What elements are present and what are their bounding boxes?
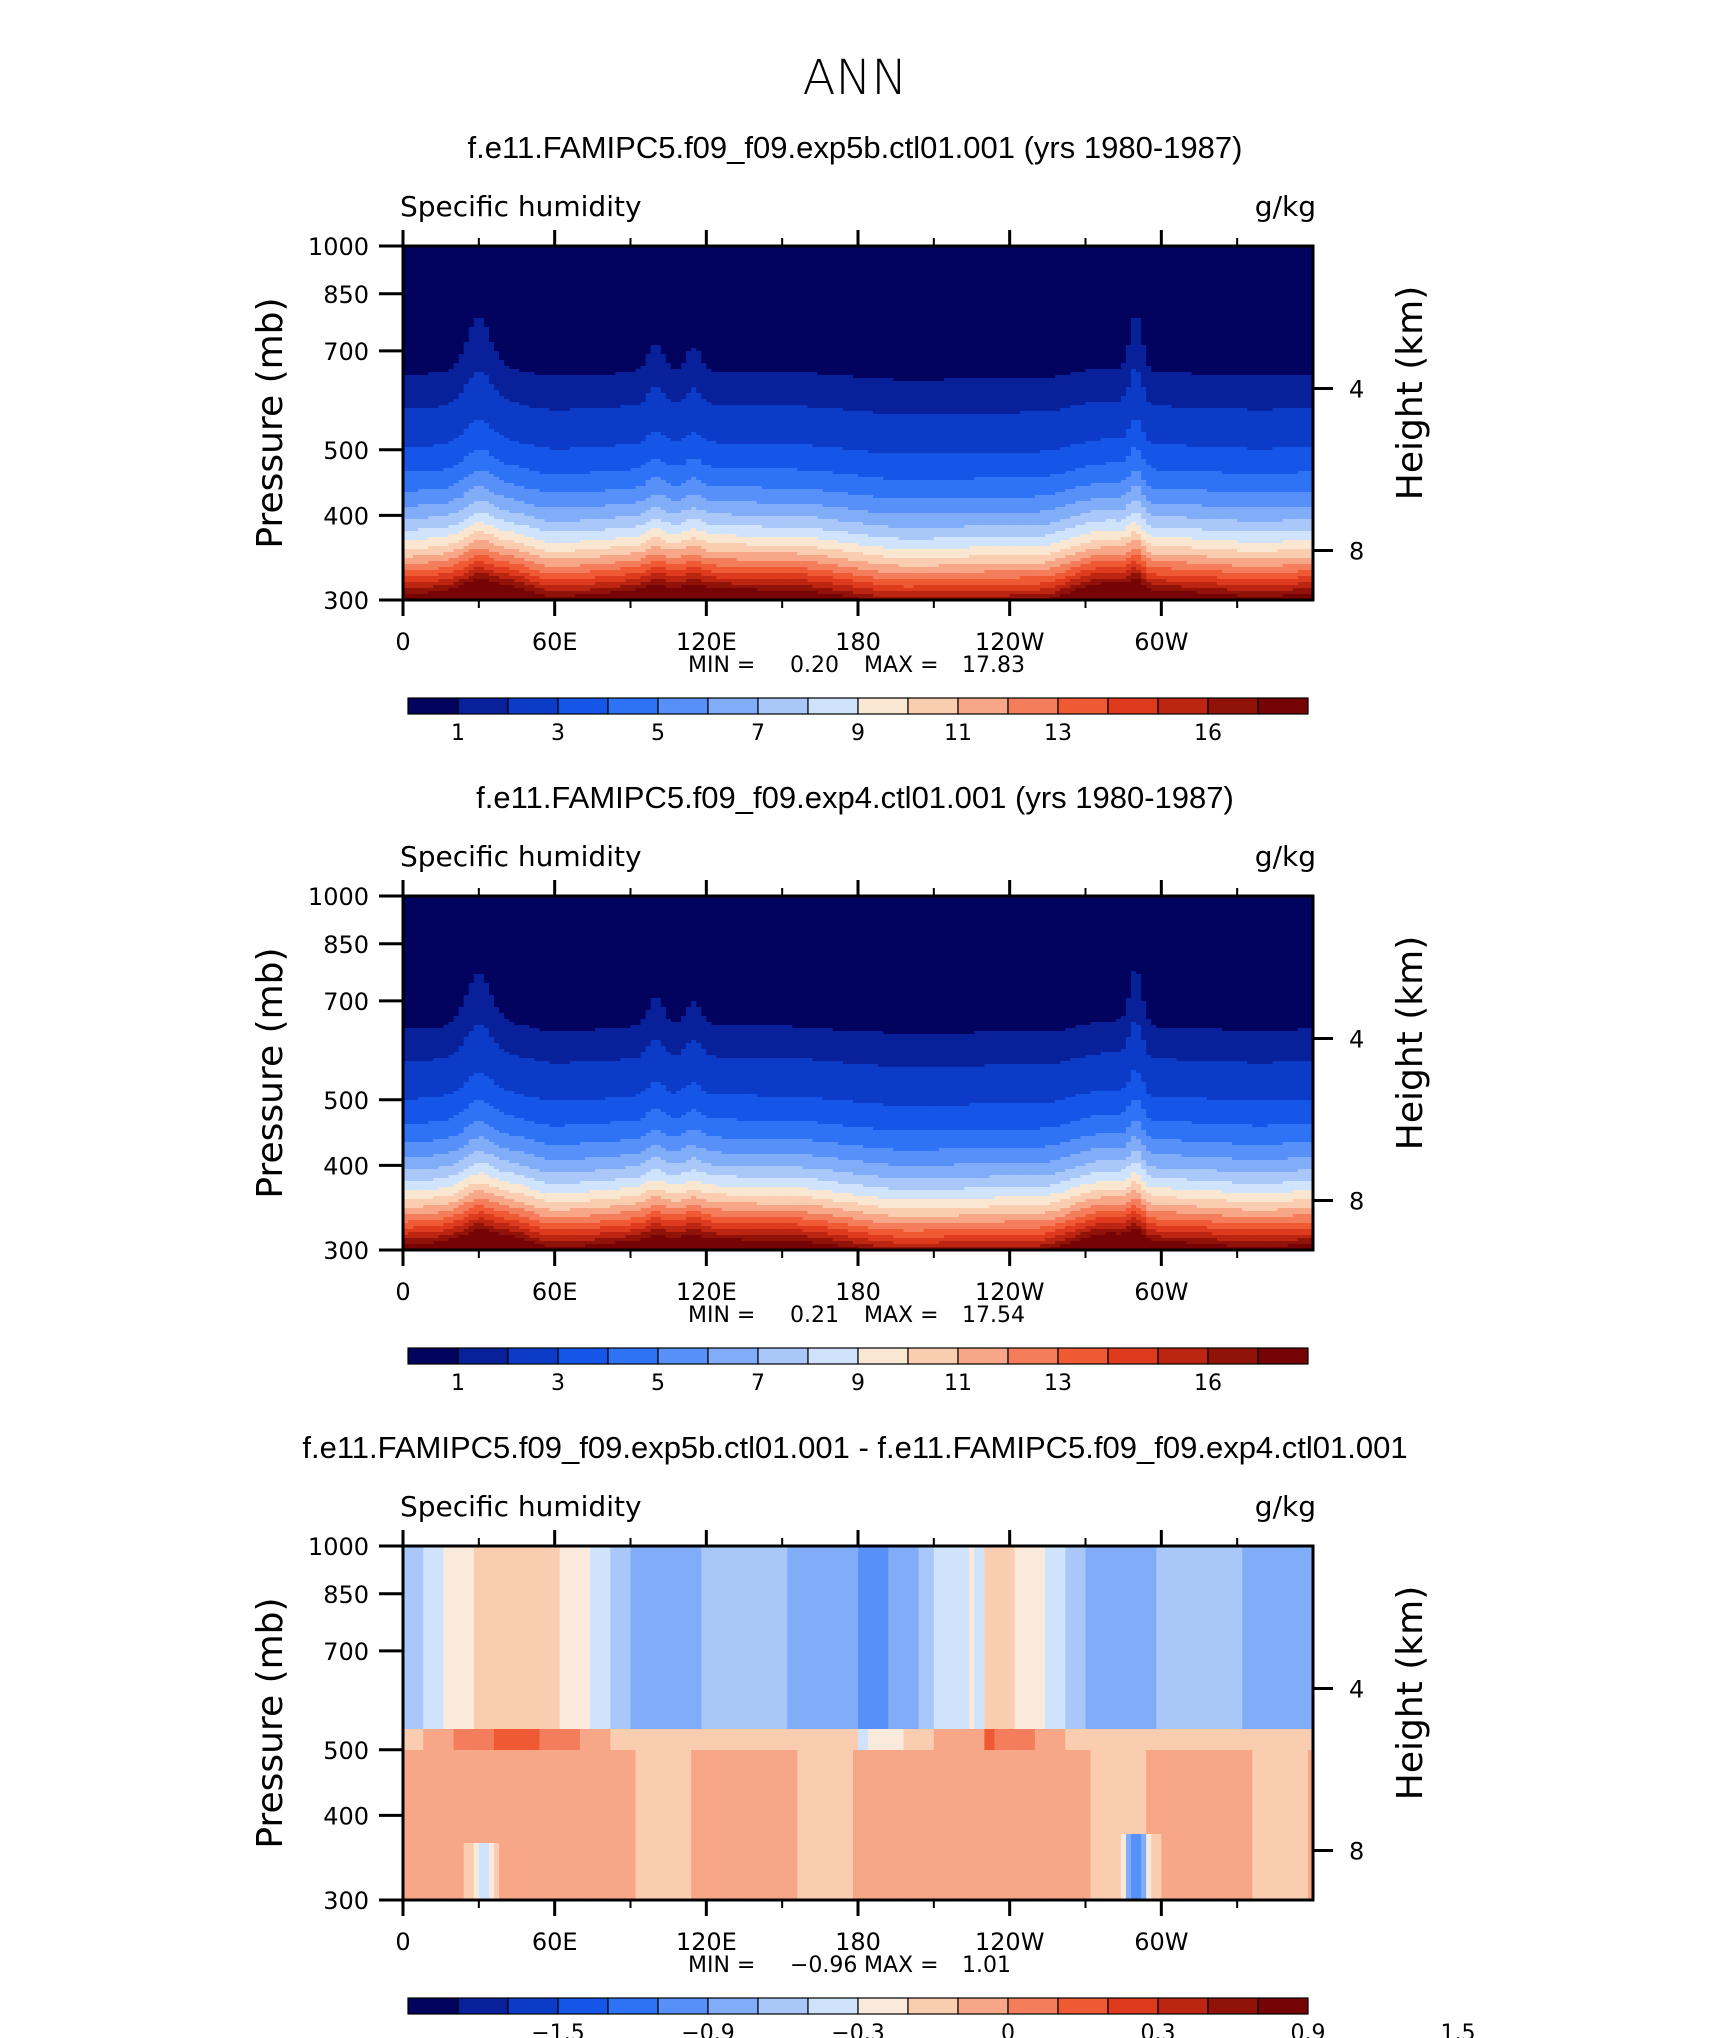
figure-title: ANN [803, 50, 908, 106]
panel-1: f.e11.FAMIPC5.f09_f09.exp5b.ctl01.001 (y… [250, 130, 1431, 746]
variable-label: Specific humidity [400, 190, 642, 223]
panel-title: f.e11.FAMIPC5.f09_f09.exp5b.ctl01.001 (y… [468, 130, 1243, 165]
units-label: g/kg [1255, 190, 1316, 223]
heatmap-cells [403, 246, 1314, 601]
